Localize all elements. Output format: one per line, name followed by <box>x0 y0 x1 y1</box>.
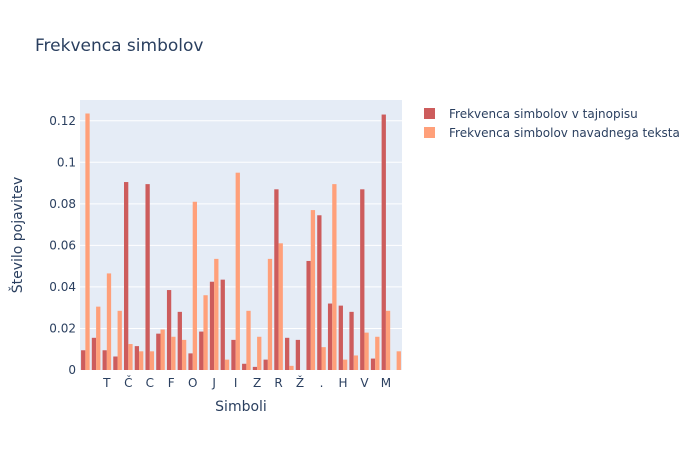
bar-plaintext <box>149 351 155 370</box>
bar-ciphertext <box>145 184 150 370</box>
y-axis-title: Število pojavitev <box>8 177 26 294</box>
x-tick-label: I <box>234 376 238 390</box>
x-tick-label: Ž <box>296 375 304 390</box>
y-tick-label: 0 <box>68 363 76 377</box>
legend-item[interactable]: Frekvenca simbolov v tajnopisu <box>424 107 638 121</box>
x-tick-label: T <box>102 376 111 390</box>
y-axis-ticks: 0 0.02 0.04 0.06 0.08 0.1 0.12 <box>49 114 76 377</box>
y-tick-label: 0.08 <box>49 197 76 211</box>
bar-ciphertext <box>327 303 333 370</box>
x-tick-label: M <box>381 376 391 390</box>
bar-plaintext <box>139 351 144 370</box>
bar-plaintext <box>310 210 316 370</box>
bar-ciphertext <box>166 290 172 370</box>
bar-ciphertext <box>209 281 215 370</box>
x-tick-label: F <box>168 376 175 390</box>
bar-plaintext <box>353 355 358 370</box>
bar-ciphertext <box>81 350 86 370</box>
bar-ciphertext <box>306 260 311 370</box>
bar-plaintext <box>128 344 133 370</box>
x-tick-label: R <box>274 376 282 390</box>
bar-plaintext <box>224 359 230 370</box>
x-tick-label: J <box>211 376 216 390</box>
bar-ciphertext <box>274 189 279 370</box>
bar-plaintext <box>117 310 122 370</box>
chart-title: Frekvenca simbolov <box>35 36 203 56</box>
legend-label: Frekvenca simbolov navadnega teksta <box>449 126 680 140</box>
x-tick-label: H <box>338 376 347 390</box>
bar-plaintext <box>332 184 337 370</box>
bar-ciphertext <box>317 215 322 370</box>
bar-plaintext <box>192 201 197 370</box>
y-tick-label: 0.06 <box>49 238 76 252</box>
bar-plaintext <box>106 273 112 370</box>
bar-plaintext <box>257 336 262 370</box>
bar-plaintext <box>203 295 208 370</box>
bar-ciphertext <box>177 311 182 370</box>
bar-ciphertext <box>263 359 268 370</box>
bar-ciphertext <box>252 366 258 370</box>
bar-ciphertext <box>156 333 161 370</box>
bar-ciphertext <box>295 339 301 370</box>
y-tick-label: 0.12 <box>49 114 76 128</box>
x-tick-label: Č <box>124 375 132 390</box>
bar-plaintext <box>171 336 176 370</box>
y-tick-label: 0.1 <box>57 155 76 169</box>
x-tick-label: . <box>320 376 324 390</box>
x-axis-title: Simboli <box>215 399 267 415</box>
bar-plaintext <box>96 306 101 370</box>
bar-plaintext <box>181 339 187 370</box>
x-tick-label: C <box>146 376 154 390</box>
bar-ciphertext <box>381 114 386 370</box>
bar-plaintext <box>396 351 401 370</box>
bar-ciphertext <box>134 346 140 370</box>
legend-item[interactable]: Frekvenca simbolov navadnega teksta <box>424 126 680 140</box>
bar-plaintext <box>342 359 348 370</box>
bars-group <box>81 113 401 370</box>
bar-plaintext <box>235 172 240 370</box>
bar-ciphertext <box>338 305 343 370</box>
bar-ciphertext <box>199 331 204 370</box>
bar-plaintext <box>289 365 294 370</box>
bar-ciphertext <box>242 363 247 370</box>
x-tick-label: V <box>360 376 369 390</box>
bar-plaintext <box>246 310 251 370</box>
bar-ciphertext <box>370 358 376 370</box>
bar-plaintext <box>385 310 391 370</box>
bar-ciphertext <box>113 356 118 370</box>
bar-plaintext <box>278 243 283 370</box>
bar-plaintext <box>214 258 219 370</box>
bar-plaintext <box>85 113 90 370</box>
x-tick-label: Z <box>253 376 261 390</box>
gridlines <box>80 120 402 329</box>
x-tick-label: O <box>188 376 197 390</box>
bar-ciphertext <box>285 337 290 370</box>
bar-plaintext <box>364 332 369 370</box>
bar-plaintext <box>160 329 165 370</box>
bar-plaintext <box>267 258 273 370</box>
legend[interactable]: Frekvenca simbolov v tajnopisu Frekvenca … <box>424 107 680 140</box>
legend-swatch <box>424 108 435 119</box>
bar-plaintext <box>321 347 326 370</box>
bar-ciphertext <box>124 182 129 370</box>
bar-ciphertext <box>220 279 225 370</box>
bar-ciphertext <box>188 353 193 370</box>
plot-area <box>80 100 402 370</box>
bar-ciphertext <box>91 337 97 370</box>
bar-plaintext <box>375 336 380 370</box>
bar-ciphertext <box>360 189 365 370</box>
y-tick-label: 0.04 <box>49 280 76 294</box>
bar-ciphertext <box>231 339 236 370</box>
legend-swatch <box>424 127 435 138</box>
y-tick-label: 0.02 <box>49 321 76 335</box>
legend-label: Frekvenca simbolov v tajnopisu <box>449 107 638 121</box>
bar-ciphertext <box>349 311 354 370</box>
bar-ciphertext <box>102 350 107 370</box>
